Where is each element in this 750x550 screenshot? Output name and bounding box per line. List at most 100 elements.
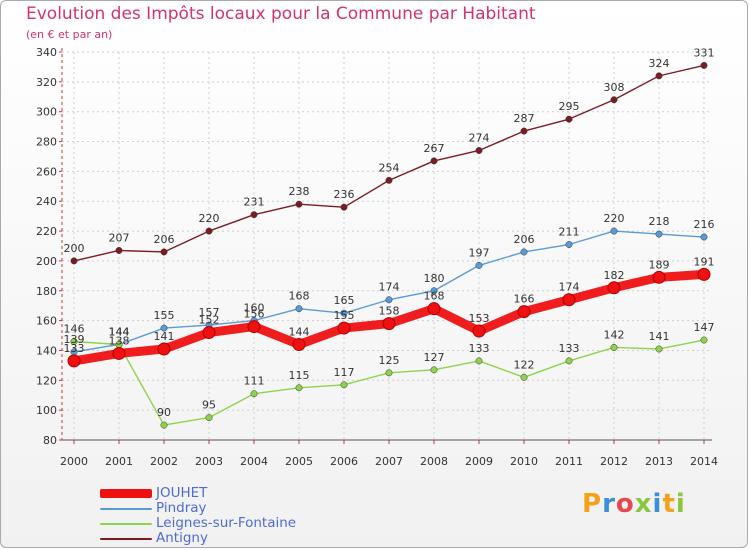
data-point <box>160 421 168 429</box>
data-point <box>205 227 213 235</box>
data-label: 157 <box>199 306 220 319</box>
data-label: 146 <box>64 323 85 336</box>
data-point <box>382 317 396 331</box>
data-point <box>517 305 531 319</box>
data-point <box>565 115 573 123</box>
data-point <box>610 344 618 351</box>
y-tick-label: 260 <box>36 165 57 178</box>
data-point <box>520 373 528 381</box>
data-point <box>565 241 573 248</box>
data-point <box>697 267 711 281</box>
legend-label: Leignes-sur-Fontaine <box>156 515 297 531</box>
x-tick-label: 2012 <box>600 455 628 468</box>
y-tick-label: 340 <box>36 46 57 59</box>
data-point <box>430 366 438 374</box>
data-label: 142 <box>604 328 625 341</box>
data-label: 138 <box>109 334 130 347</box>
data-point <box>562 293 576 307</box>
legend-swatch <box>100 507 152 510</box>
x-tick-label: 2009 <box>465 455 493 468</box>
data-label: 206 <box>514 233 535 246</box>
legend-swatch <box>100 537 152 540</box>
legend-item: Pindray <box>100 501 296 516</box>
y-tick-label: 140 <box>36 344 57 357</box>
x-tick-label: 2011 <box>555 455 583 468</box>
legend: JOUHET Pindray Leignes-sur-Fontaine Antigny <box>100 486 296 546</box>
data-label: 139 <box>64 333 85 346</box>
data-label: 207 <box>109 231 130 244</box>
legend-label: Pindray <box>156 500 207 516</box>
data-point <box>610 227 618 235</box>
data-point <box>430 287 438 295</box>
x-tick-label: 2004 <box>240 455 268 468</box>
y-tick-label: 300 <box>36 106 57 119</box>
data-label: 191 <box>694 255 715 268</box>
data-point <box>475 357 483 365</box>
data-point <box>295 305 303 313</box>
data-point <box>202 326 216 340</box>
data-point <box>520 248 528 256</box>
data-point <box>70 257 78 265</box>
data-point <box>520 127 528 135</box>
data-label: 147 <box>694 321 715 334</box>
data-label: 220 <box>199 212 220 225</box>
data-point <box>112 346 126 360</box>
legend-item: JOUHET <box>100 486 296 501</box>
data-point <box>115 247 123 254</box>
data-label: 182 <box>604 269 625 282</box>
data-label: 218 <box>649 215 670 228</box>
data-label: 206 <box>154 233 175 246</box>
data-point <box>157 342 171 356</box>
data-label: 331 <box>694 46 715 59</box>
data-label: 231 <box>244 196 265 209</box>
x-tick-label: 2003 <box>195 455 223 468</box>
chart-subtitle: (en € et par an) <box>26 28 113 41</box>
data-label: 236 <box>334 188 355 201</box>
chart-title: Evolution des Impôts locaux pour la Comm… <box>26 4 536 24</box>
x-tick-label: 2014 <box>690 455 718 468</box>
data-label: 133 <box>64 342 85 355</box>
data-point <box>70 338 78 345</box>
data-point <box>385 369 393 377</box>
x-tick-label: 2005 <box>285 455 313 468</box>
x-tick-label: 2001 <box>105 455 133 468</box>
data-point <box>340 203 348 211</box>
data-label: 158 <box>379 305 400 318</box>
data-label: 155 <box>334 309 355 322</box>
data-label: 238 <box>289 185 310 198</box>
y-tick-label: 120 <box>36 374 57 387</box>
legend-item: Antigny <box>100 531 296 546</box>
data-label: 166 <box>514 293 535 306</box>
data-point <box>292 337 306 351</box>
data-label: 122 <box>514 358 535 371</box>
data-point <box>295 384 303 392</box>
data-label: 127 <box>424 351 445 364</box>
data-point <box>205 414 213 422</box>
x-tick-label: 2013 <box>645 455 673 468</box>
axes: 80 100 120 140 160 180 200 220 240 260 280 300 320 34… <box>36 46 718 468</box>
data-label: 160 <box>244 302 265 315</box>
data-label: 152 <box>199 314 220 327</box>
data-point <box>247 320 261 334</box>
data-label: 95 <box>202 399 216 412</box>
data-point <box>565 357 573 365</box>
data-label: 155 <box>154 309 175 322</box>
data-point <box>385 176 393 184</box>
data-point <box>340 309 348 317</box>
data-label: 200 <box>64 242 85 255</box>
y-tick-label: 320 <box>36 76 57 89</box>
data-point <box>652 270 666 284</box>
legend-swatch <box>100 489 152 498</box>
data-label: 141 <box>649 330 670 343</box>
data-point <box>700 233 708 241</box>
data-label: 168 <box>424 290 445 303</box>
data-point <box>607 281 621 295</box>
x-tick-label: 2007 <box>375 455 403 468</box>
x-tick-label: 2010 <box>510 455 538 468</box>
y-tick-label: 200 <box>36 255 57 268</box>
y-tick-label: 100 <box>36 404 57 417</box>
data-label: 267 <box>424 142 445 155</box>
data-point <box>475 261 483 269</box>
data-label: 125 <box>379 354 400 367</box>
data-point <box>475 147 483 154</box>
